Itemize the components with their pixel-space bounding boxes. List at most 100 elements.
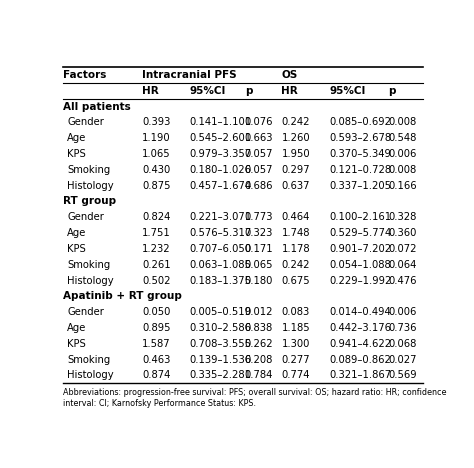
Text: 0.100–2.161: 0.100–2.161 <box>329 212 392 222</box>
Text: 0.014–0.494: 0.014–0.494 <box>329 307 391 317</box>
Text: Smoking: Smoking <box>67 260 110 270</box>
Text: 0.242: 0.242 <box>282 260 310 270</box>
Text: 0.463: 0.463 <box>142 355 170 365</box>
Text: 1.587: 1.587 <box>142 339 171 349</box>
Text: 1.751: 1.751 <box>142 228 171 238</box>
Text: 0.054–1.088: 0.054–1.088 <box>329 260 391 270</box>
Text: 0.221–3.071: 0.221–3.071 <box>190 212 252 222</box>
Text: 0.593–2.678: 0.593–2.678 <box>329 133 392 143</box>
Text: Abbreviations: progression-free survival: PFS; overall survival: OS; hazard rati: Abbreviations: progression-free survival… <box>63 388 447 408</box>
Text: 0.576–5.317: 0.576–5.317 <box>190 228 252 238</box>
Text: 0.824: 0.824 <box>142 212 170 222</box>
Text: 0.335–2.281: 0.335–2.281 <box>190 371 252 380</box>
Text: 1.950: 1.950 <box>282 149 310 159</box>
Text: 0.545–2.601: 0.545–2.601 <box>190 133 252 143</box>
Text: Gender: Gender <box>67 117 104 127</box>
Text: 0.393: 0.393 <box>142 117 170 127</box>
Text: HR: HR <box>282 86 298 95</box>
Text: 0.337–1.205: 0.337–1.205 <box>329 181 391 190</box>
Text: 1.748: 1.748 <box>282 228 310 238</box>
Text: 0.548: 0.548 <box>388 133 416 143</box>
Text: OS: OS <box>282 70 298 80</box>
Text: 0.180–1.026: 0.180–1.026 <box>190 165 252 175</box>
Text: 0.838: 0.838 <box>245 323 273 333</box>
Text: 0.068: 0.068 <box>388 339 416 349</box>
Text: Age: Age <box>67 228 87 238</box>
Text: 0.979–3.357: 0.979–3.357 <box>190 149 252 159</box>
Text: 0.262: 0.262 <box>245 339 273 349</box>
Text: 0.139–1.536: 0.139–1.536 <box>190 355 252 365</box>
Text: 0.784: 0.784 <box>245 371 273 380</box>
Text: 0.183–1.375: 0.183–1.375 <box>190 276 252 285</box>
Text: 0.277: 0.277 <box>282 355 310 365</box>
Text: 0.057: 0.057 <box>245 165 273 175</box>
Text: 1.065: 1.065 <box>142 149 171 159</box>
Text: 0.675: 0.675 <box>282 276 310 285</box>
Text: 0.005–0.519: 0.005–0.519 <box>190 307 252 317</box>
Text: Factors: Factors <box>63 70 106 80</box>
Text: 0.121–0.728: 0.121–0.728 <box>329 165 392 175</box>
Text: Gender: Gender <box>67 212 104 222</box>
Text: Smoking: Smoking <box>67 165 110 175</box>
Text: 0.736: 0.736 <box>388 323 417 333</box>
Text: 1.300: 1.300 <box>282 339 310 349</box>
Text: 0.310–2.586: 0.310–2.586 <box>190 323 252 333</box>
Text: 0.008: 0.008 <box>388 117 416 127</box>
Text: 0.261: 0.261 <box>142 260 171 270</box>
Text: 0.442–3.176: 0.442–3.176 <box>329 323 391 333</box>
Text: 0.180: 0.180 <box>245 276 273 285</box>
Text: 0.569: 0.569 <box>388 371 417 380</box>
Text: 0.328: 0.328 <box>388 212 416 222</box>
Text: 0.297: 0.297 <box>282 165 310 175</box>
Text: 0.360: 0.360 <box>388 228 416 238</box>
Text: Smoking: Smoking <box>67 355 110 365</box>
Text: 0.171: 0.171 <box>245 244 273 254</box>
Text: 95%CI: 95%CI <box>329 86 365 95</box>
Text: Histology: Histology <box>67 276 114 285</box>
Text: 0.166: 0.166 <box>388 181 417 190</box>
Text: 95%CI: 95%CI <box>190 86 226 95</box>
Text: 0.774: 0.774 <box>282 371 310 380</box>
Text: 0.502: 0.502 <box>142 276 171 285</box>
Text: 0.707–6.050: 0.707–6.050 <box>190 244 252 254</box>
Text: 0.057: 0.057 <box>245 149 273 159</box>
Text: 0.072: 0.072 <box>388 244 417 254</box>
Text: 0.063–1.085: 0.063–1.085 <box>190 260 252 270</box>
Text: 0.050: 0.050 <box>142 307 170 317</box>
Text: KPS: KPS <box>67 149 86 159</box>
Text: 0.208: 0.208 <box>245 355 273 365</box>
Text: 0.773: 0.773 <box>245 212 273 222</box>
Text: 0.006: 0.006 <box>388 307 416 317</box>
Text: Gender: Gender <box>67 307 104 317</box>
Text: HR: HR <box>142 86 159 95</box>
Text: p: p <box>388 86 395 95</box>
Text: RT group: RT group <box>63 197 116 206</box>
Text: 0.065: 0.065 <box>245 260 273 270</box>
Text: 1.232: 1.232 <box>142 244 171 254</box>
Text: 0.874: 0.874 <box>142 371 170 380</box>
Text: 0.242: 0.242 <box>282 117 310 127</box>
Text: 0.089–0.862: 0.089–0.862 <box>329 355 391 365</box>
Text: 0.012: 0.012 <box>245 307 273 317</box>
Text: 0.064: 0.064 <box>388 260 416 270</box>
Text: 0.941–4.622: 0.941–4.622 <box>329 339 392 349</box>
Text: Histology: Histology <box>67 181 114 190</box>
Text: Histology: Histology <box>67 371 114 380</box>
Text: 0.663: 0.663 <box>245 133 273 143</box>
Text: p: p <box>245 86 252 95</box>
Text: Age: Age <box>67 323 87 333</box>
Text: 0.141–1.101: 0.141–1.101 <box>190 117 252 127</box>
Text: 0.008: 0.008 <box>388 165 416 175</box>
Text: 0.637: 0.637 <box>282 181 310 190</box>
Text: 0.229–1.992: 0.229–1.992 <box>329 276 392 285</box>
Text: 1.185: 1.185 <box>282 323 310 333</box>
Text: 0.321–1.867: 0.321–1.867 <box>329 371 392 380</box>
Text: 0.476: 0.476 <box>388 276 417 285</box>
Text: KPS: KPS <box>67 339 86 349</box>
Text: 0.083: 0.083 <box>282 307 310 317</box>
Text: 1.190: 1.190 <box>142 133 171 143</box>
Text: 1.178: 1.178 <box>282 244 310 254</box>
Text: 0.027: 0.027 <box>388 355 417 365</box>
Text: Apatinib + RT group: Apatinib + RT group <box>63 292 182 301</box>
Text: All patients: All patients <box>63 102 131 111</box>
